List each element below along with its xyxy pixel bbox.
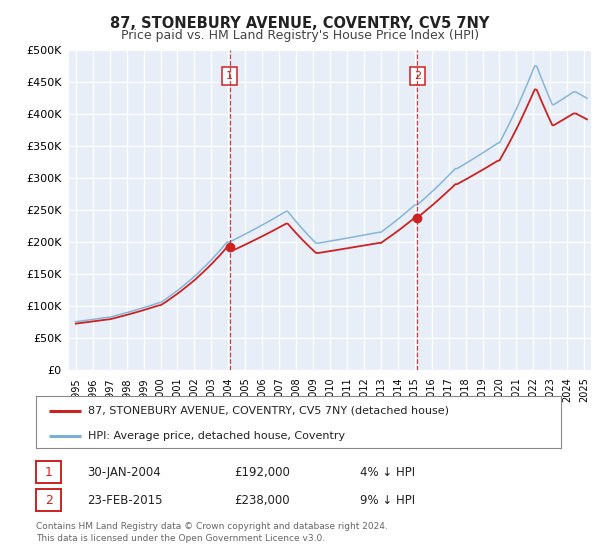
Text: 87, STONEBURY AVENUE, COVENTRY, CV5 7NY: 87, STONEBURY AVENUE, COVENTRY, CV5 7NY	[110, 16, 490, 31]
Text: 87, STONEBURY AVENUE, COVENTRY, CV5 7NY (detached house): 87, STONEBURY AVENUE, COVENTRY, CV5 7NY …	[89, 406, 449, 416]
Text: 4% ↓ HPI: 4% ↓ HPI	[360, 465, 415, 479]
Text: 23-FEB-2015: 23-FEB-2015	[87, 493, 163, 507]
Text: Contains HM Land Registry data © Crown copyright and database right 2024.: Contains HM Land Registry data © Crown c…	[36, 522, 388, 531]
Text: 2: 2	[44, 493, 53, 507]
Text: £238,000: £238,000	[234, 493, 290, 507]
Text: £192,000: £192,000	[234, 465, 290, 479]
Text: 1: 1	[226, 71, 233, 81]
Text: 1: 1	[44, 465, 53, 479]
Text: 9% ↓ HPI: 9% ↓ HPI	[360, 493, 415, 507]
Text: HPI: Average price, detached house, Coventry: HPI: Average price, detached house, Cove…	[89, 431, 346, 441]
Text: 30-JAN-2004: 30-JAN-2004	[87, 465, 161, 479]
Text: 2: 2	[414, 71, 421, 81]
Text: This data is licensed under the Open Government Licence v3.0.: This data is licensed under the Open Gov…	[36, 534, 325, 543]
Text: Price paid vs. HM Land Registry's House Price Index (HPI): Price paid vs. HM Land Registry's House …	[121, 29, 479, 42]
